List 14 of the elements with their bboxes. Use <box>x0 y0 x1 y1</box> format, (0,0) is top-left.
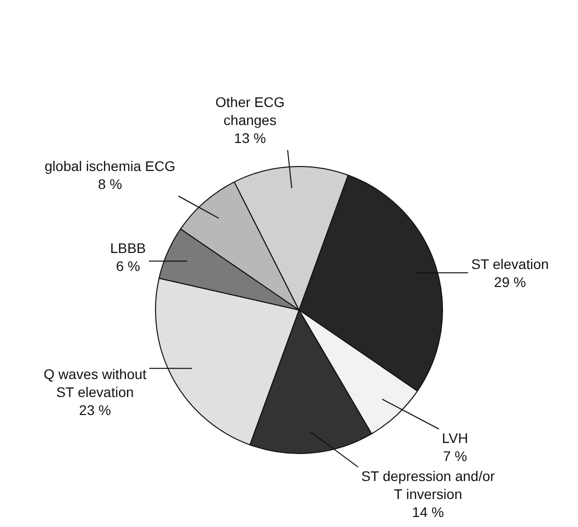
slice-label: LBBB <box>110 240 146 256</box>
slice-label: LVH <box>442 430 468 446</box>
data-label: 29 % <box>494 274 526 290</box>
data-label: 6 % <box>116 258 140 274</box>
slice-label: Q waves without ST elevation <box>44 366 146 400</box>
data-label: 7 % <box>442 448 468 464</box>
slice-label: global ischemia ECG <box>44 158 176 174</box>
slice-label: Other ECG changes <box>215 94 285 128</box>
data-label: 8 % <box>98 176 122 192</box>
slice-label: ST elevation <box>471 256 549 272</box>
data-label: 23 % <box>79 402 111 418</box>
data-label: 14 % <box>412 504 444 520</box>
data-label: 13 % <box>234 130 266 146</box>
slice-label: ST depression and/or T inversion <box>361 468 496 502</box>
